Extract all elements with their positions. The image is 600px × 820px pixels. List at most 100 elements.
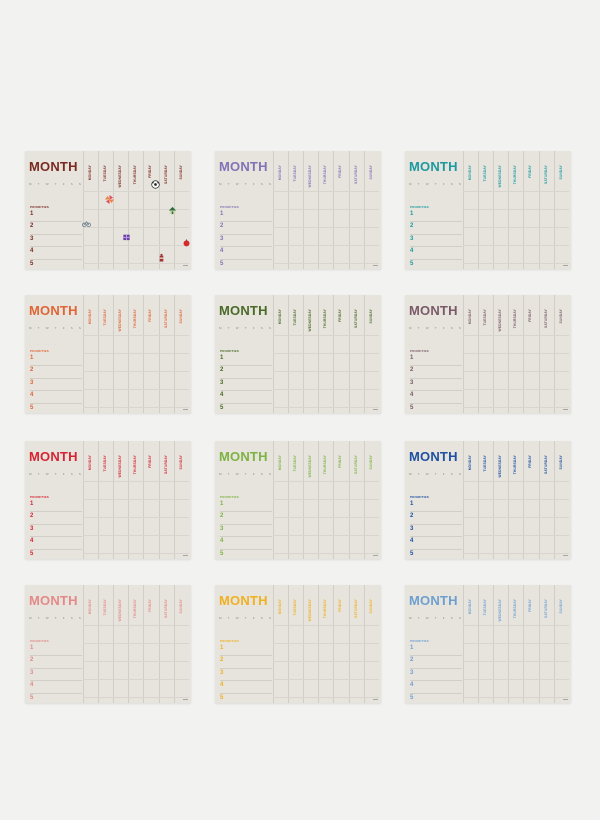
priority-line[interactable]: 5 xyxy=(410,694,462,703)
planner-card[interactable]: MONTH MONDAY TUESDAY WEDNESDAY THURSDAY FRIDA… xyxy=(215,151,381,269)
priority-line[interactable]: 1 xyxy=(410,354,462,367)
priority-line[interactable]: 3 xyxy=(410,379,462,392)
mini-calendar-cell: · xyxy=(270,632,271,636)
weekday-column: TUESDAY xyxy=(288,151,304,269)
weekday-label: MONDAY xyxy=(278,165,282,181)
weekday-column: SATURDAY xyxy=(538,295,555,413)
priority-line[interactable]: 3 xyxy=(220,525,272,538)
priority-line[interactable]: 5 xyxy=(30,694,82,703)
planner-card[interactable]: MONTH MONDAY TUESDAY WEDNESDAY THURSDAY FRIDA… xyxy=(405,585,571,703)
priority-line[interactable]: 4 xyxy=(220,391,272,404)
grid-line xyxy=(83,353,189,354)
priority-line[interactable]: 2 xyxy=(30,366,82,379)
priority-line[interactable]: 2 xyxy=(30,512,82,525)
priority-line[interactable]: 4 xyxy=(30,247,82,260)
priority-line[interactable]: 5 xyxy=(30,260,82,269)
priority-line[interactable]: 3 xyxy=(220,669,272,682)
priority-line[interactable]: 3 xyxy=(220,379,272,392)
priority-line[interactable]: 2 xyxy=(220,512,272,525)
planner-card[interactable]: MONTH MONDAY TUESDAY WEDNESDAY THURSDAY FRIDA… xyxy=(405,151,571,269)
priority-line[interactable]: 5 xyxy=(410,550,462,559)
priority-line[interactable]: 4 xyxy=(410,247,462,260)
priority-line[interactable]: 3 xyxy=(220,235,272,248)
weekday-column: MONDAY xyxy=(83,441,99,559)
priority-line[interactable]: 3 xyxy=(30,379,82,392)
priority-line[interactable]: 2 xyxy=(410,656,462,669)
priority-line[interactable]: 3 xyxy=(410,235,462,248)
weekday-columns: MONDAY TUESDAY WEDNESDAY THURSDAY FRIDAY SATU… xyxy=(463,441,569,559)
priority-line[interactable]: 5 xyxy=(410,404,462,413)
priority-line[interactable]: 2 xyxy=(220,366,272,379)
priority-line[interactable]: 1 xyxy=(30,354,82,367)
priority-line[interactable]: 3 xyxy=(30,669,82,682)
priority-line[interactable]: 4 xyxy=(30,391,82,404)
planner-card[interactable]: MONTH MONDAY TUESDAY WEDNESDAY THURSDAY FRIDA… xyxy=(25,295,191,413)
priority-line[interactable]: 3 xyxy=(410,525,462,538)
mini-calendar-cell: · xyxy=(37,624,39,628)
priority-line[interactable]: 4 xyxy=(30,537,82,550)
weekday-column: TUESDAY xyxy=(288,295,304,413)
priority-line[interactable]: 4 xyxy=(220,537,272,550)
priority-line[interactable]: 4 xyxy=(220,247,272,260)
mini-calendar-cell: · xyxy=(426,624,427,628)
priority-line[interactable]: 2 xyxy=(30,222,82,235)
priority-line[interactable]: 2 xyxy=(410,512,462,525)
priority-line[interactable]: 1 xyxy=(220,354,272,367)
weekday-column: SUNDAY xyxy=(553,295,570,413)
mini-calendar-cell: · xyxy=(244,198,246,202)
priority-line[interactable]: 3 xyxy=(30,525,82,538)
planner-card[interactable]: MONTH MONDAY TUESDAY WEDNESDAY THURSDAY FRIDA… xyxy=(25,151,191,269)
priority-line[interactable]: 2 xyxy=(220,656,272,669)
priority-line[interactable]: 5 xyxy=(30,550,82,559)
mini-calendar-cell: T xyxy=(37,472,40,476)
planner-card[interactable]: MONTH MONDAY TUESDAY WEDNESDAY THURSDAY FRIDA… xyxy=(405,441,571,559)
priority-line[interactable]: 1 xyxy=(30,500,82,513)
mini-calendar-cell: W xyxy=(235,616,239,620)
grid-line xyxy=(273,389,379,390)
priority-line[interactable]: 2 xyxy=(410,222,462,235)
planner-card[interactable]: MONTH MONDAY TUESDAY WEDNESDAY THURSDAY FRIDA… xyxy=(215,295,381,413)
planner-card[interactable]: MONTH MONDAY TUESDAY WEDNESDAY THURSDAY FRIDA… xyxy=(25,585,191,703)
priority-line[interactable]: 5 xyxy=(220,404,272,413)
priority-line[interactable]: 4 xyxy=(30,681,82,694)
weekday-column: TUESDAY xyxy=(478,585,494,703)
priority-line[interactable]: 1 xyxy=(220,210,272,223)
priority-line[interactable]: 1 xyxy=(410,500,462,513)
priority-line[interactable]: 2 xyxy=(220,222,272,235)
grid-line xyxy=(463,371,569,372)
priority-line[interactable]: 1 xyxy=(410,210,462,223)
priority-line[interactable]: 2 xyxy=(30,656,82,669)
priority-line[interactable]: 5 xyxy=(220,550,272,559)
priority-line[interactable]: 5 xyxy=(220,260,272,269)
priority-line[interactable]: 1 xyxy=(220,500,272,513)
planner-card[interactable]: MONTH MONDAY TUESDAY WEDNESDAY THURSDAY FRIDA… xyxy=(25,441,191,559)
priority-line[interactable]: 2 xyxy=(410,366,462,379)
grid-line xyxy=(273,643,379,644)
priority-line[interactable]: 1 xyxy=(30,210,82,223)
priority-line[interactable]: 4 xyxy=(410,391,462,404)
weekday-column: MONDAY xyxy=(463,441,479,559)
mini-calendar-cell: · xyxy=(80,624,81,628)
priority-line[interactable]: 1 xyxy=(220,644,272,657)
priority-line[interactable]: 5 xyxy=(30,404,82,413)
priority-line[interactable]: 4 xyxy=(410,537,462,550)
priority-line[interactable]: 5 xyxy=(410,260,462,269)
priority-line[interactable]: 5 xyxy=(220,694,272,703)
planner-card[interactable]: MONTH MONDAY TUESDAY WEDNESDAY THURSDAY FRIDA… xyxy=(215,585,381,703)
priority-number: 4 xyxy=(220,392,224,399)
weekday-column: SATURDAY xyxy=(348,585,365,703)
priority-line[interactable]: 4 xyxy=(410,681,462,694)
planner-card[interactable]: MONTH MONDAY TUESDAY WEDNESDAY THURSDAY FRIDA… xyxy=(215,441,381,559)
priority-line[interactable]: 3 xyxy=(30,235,82,248)
weekday-label: SATURDAY xyxy=(163,165,168,184)
weekday-label: WEDNESDAY xyxy=(498,165,503,188)
mini-calendar-cell: · xyxy=(417,198,419,202)
weekday-label: FRIDAY xyxy=(528,455,533,468)
priority-line[interactable]: 1 xyxy=(410,644,462,657)
priority-line[interactable]: 3 xyxy=(410,669,462,682)
priority-line[interactable]: 4 xyxy=(220,681,272,694)
planner-card[interactable]: MONTH MONDAY TUESDAY WEDNESDAY THURSDAY FRIDA… xyxy=(405,295,571,413)
weekday-label: MONDAY xyxy=(468,165,472,181)
priority-line[interactable]: 1 xyxy=(30,644,82,657)
mini-calendar-cell: · xyxy=(443,632,444,636)
